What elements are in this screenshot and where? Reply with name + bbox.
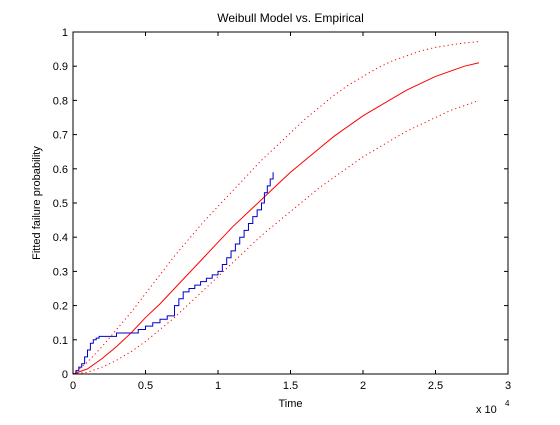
y-tick-label: 0.1 [53,335,68,347]
x-axis-multiplier-exponent: 4 [505,399,510,408]
y-tick-label: 0.7 [53,130,68,142]
y-tick-label: 0.6 [53,164,68,176]
y-axis-label: Fitted failure probability [31,146,43,260]
y-tick-label: 0.9 [53,61,68,73]
tick-layer: 0 0.5 1 1.5 2 2.5 3 0 0.1 0.2 0.3 0.4 0.5 0.6 0.7 0.8 0.… [53,27,511,392]
x-tick-label: 0 [70,380,76,392]
x-tick-label: 1.5 [283,380,298,392]
y-tick-label: 0.3 [53,266,68,278]
x-tick-label: 2.5 [428,380,443,392]
y-tick-label: 0.5 [53,198,68,210]
x-axis-label: Time [278,398,302,410]
x-tick-label: 1 [215,380,221,392]
lower-bound-line [72,99,480,375]
y-tick-label: 0.2 [53,301,68,313]
y-tick-label: 0 [62,369,68,381]
x-tick-label: 2 [360,380,366,392]
weibull-fit-line [72,62,480,375]
series-layer [72,41,480,375]
x-tick-label: 3 [505,380,511,392]
y-tick-label: 0.8 [53,95,68,107]
chart-title: Weibull Model vs. Empirical [217,11,364,25]
empirical-step-line [73,172,274,375]
plot-area [73,32,508,374]
x-tick-label: 0.5 [138,380,153,392]
y-tick-label: 1 [62,27,68,39]
upper-bound-line [72,41,480,375]
x-axis-multiplier: x 10 [476,404,497,416]
y-tick-label: 0.4 [53,232,68,244]
